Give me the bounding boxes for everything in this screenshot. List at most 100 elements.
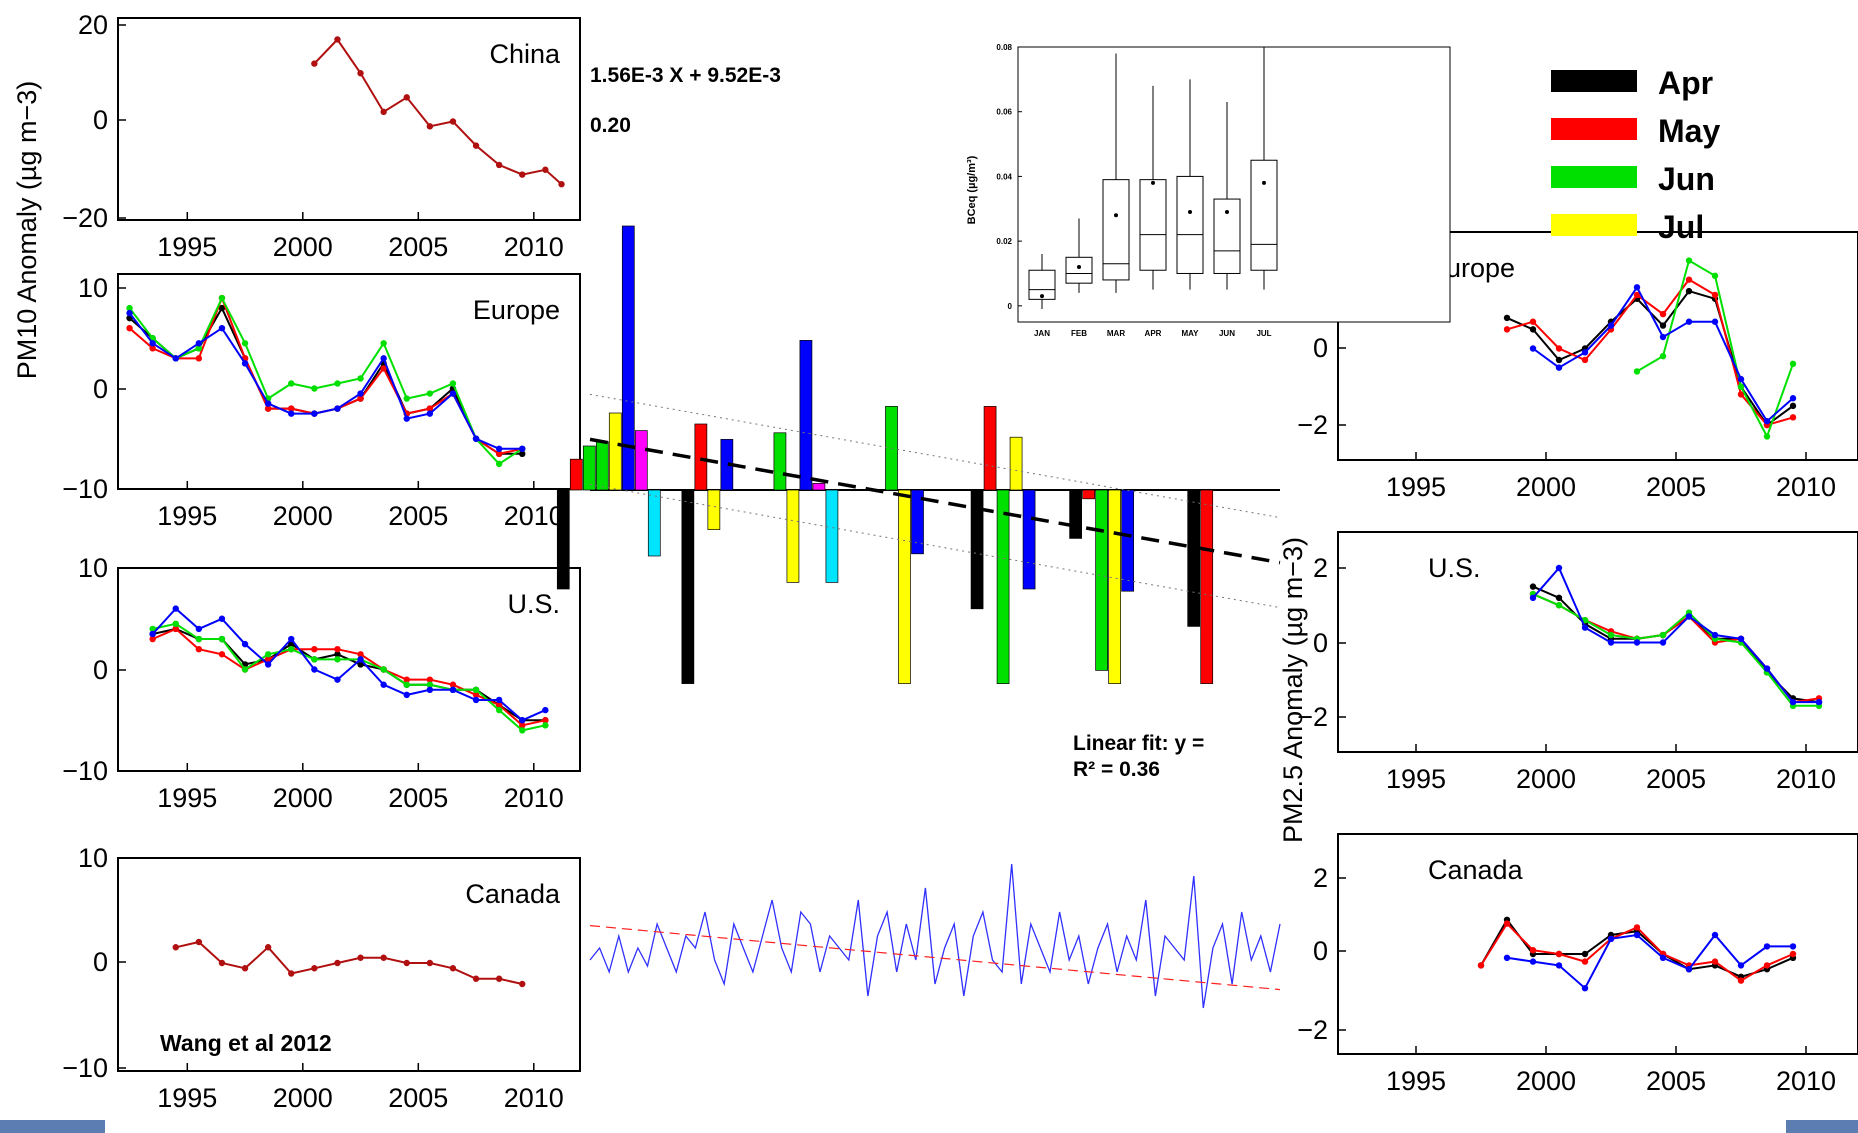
y-tick-label: 10 — [78, 273, 108, 303]
x-tick-label: 2000 — [273, 783, 333, 813]
fit-r: 0.20 — [590, 114, 631, 137]
x-tick-label: 2000 — [1516, 764, 1576, 794]
series-point — [472, 975, 480, 982]
series-point — [1581, 356, 1589, 364]
series-point — [1763, 433, 1771, 440]
series-point — [1529, 583, 1537, 590]
x-tick-label: 1995 — [157, 232, 217, 262]
bar — [1082, 489, 1095, 500]
legend: Apr May Jun Jul — [1551, 65, 1720, 245]
series-point — [334, 676, 341, 683]
bar — [1200, 489, 1214, 684]
series-point — [1789, 698, 1797, 706]
series-point — [1503, 954, 1511, 961]
legend-swatch — [1551, 118, 1637, 140]
series-line — [128, 312, 523, 450]
series-point — [542, 706, 549, 714]
y-tick-label: 10 — [78, 553, 108, 583]
series-point — [1633, 924, 1641, 931]
series-point — [1659, 631, 1667, 639]
x-tick-label: 2005 — [388, 501, 448, 531]
series-point — [1581, 349, 1589, 356]
monthly-bar-chart — [556, 225, 1281, 684]
series-point — [1685, 257, 1693, 264]
series-line — [128, 295, 523, 466]
bar — [812, 483, 826, 491]
series-point — [403, 415, 410, 422]
boxplot-chart: 0 0.02 0.04 0.06 0.08 BCeq (µg/m³) JAN FEB MAR AP… — [966, 43, 1451, 338]
citation: Wang et al 2012 — [160, 1030, 332, 1056]
series-point — [380, 365, 387, 372]
series-point — [449, 965, 457, 972]
bar — [694, 423, 708, 491]
y-axis-label: PM10 Anomaly (µg m−3) — [12, 81, 42, 379]
x-tick-label: 2000 — [273, 501, 333, 531]
bar — [707, 489, 721, 530]
series-point — [1555, 345, 1563, 352]
mean-point — [1151, 180, 1155, 185]
x-tick-label: 2010 — [1776, 1066, 1836, 1096]
bar — [556, 489, 570, 590]
series-point — [542, 166, 549, 173]
series-point — [449, 686, 457, 693]
x-tick-label: 1995 — [1386, 764, 1446, 794]
series-point — [1659, 954, 1667, 961]
series-point — [380, 666, 387, 673]
legend-swatch — [1551, 70, 1637, 92]
series-point — [1607, 322, 1615, 329]
series-point — [1555, 564, 1563, 572]
y-tick-label: 0.02 — [996, 237, 1012, 246]
series-point — [241, 360, 249, 367]
series-point — [380, 355, 387, 362]
series-point — [1685, 613, 1693, 620]
bottom-right-bar — [1786, 1120, 1858, 1133]
series-point — [241, 965, 249, 972]
bar — [681, 489, 695, 684]
series-point — [1529, 947, 1537, 954]
series-point — [149, 635, 156, 643]
center-fit-label: Linear fit: y = — [1073, 732, 1205, 755]
series-point — [426, 123, 434, 130]
series-point — [542, 722, 549, 729]
y-axis-label: BCeq (µg/m³) — [966, 155, 978, 224]
series-point — [1711, 931, 1719, 939]
series-point — [1737, 635, 1745, 642]
bar — [898, 489, 911, 684]
series-point — [495, 450, 503, 458]
region-label: China — [489, 39, 561, 69]
series-point — [1607, 935, 1615, 942]
series-point — [519, 717, 526, 724]
x-tick-label: 2005 — [1646, 764, 1706, 794]
series-point — [519, 727, 526, 734]
series-point — [1659, 322, 1667, 329]
x-tick-label: 1995 — [1386, 472, 1446, 502]
bar — [996, 489, 1010, 684]
series-point — [1529, 345, 1537, 352]
y-tick-label: 0 — [93, 105, 108, 135]
series-point — [172, 620, 179, 628]
series-point — [1503, 326, 1511, 333]
panel-left-2: 10 0 −10 1995 2000 2005 2010 Europe — [62, 273, 581, 531]
series-point — [241, 666, 249, 673]
x-tick-label: JUL — [1256, 329, 1271, 338]
series-point — [311, 666, 318, 673]
bar — [647, 489, 661, 557]
series-point — [1555, 594, 1563, 601]
series-point — [195, 340, 203, 347]
x-tick-label: 2005 — [388, 783, 448, 813]
series-point — [1789, 414, 1797, 421]
series-point — [1633, 284, 1641, 291]
legend-swatch — [1551, 166, 1637, 188]
y-tick-label: −2 — [1297, 702, 1328, 732]
mean-point — [1188, 210, 1192, 214]
x-tick-label: 1995 — [157, 501, 217, 531]
series-point — [241, 640, 249, 648]
y-tick-label: 0 — [1313, 628, 1328, 658]
series-point — [288, 970, 295, 977]
series-point — [264, 400, 272, 407]
x-tick-label: 2005 — [388, 232, 448, 262]
series-point — [495, 706, 503, 714]
series-point — [218, 294, 226, 302]
series-line — [1506, 278, 1794, 427]
series-point — [380, 108, 387, 116]
